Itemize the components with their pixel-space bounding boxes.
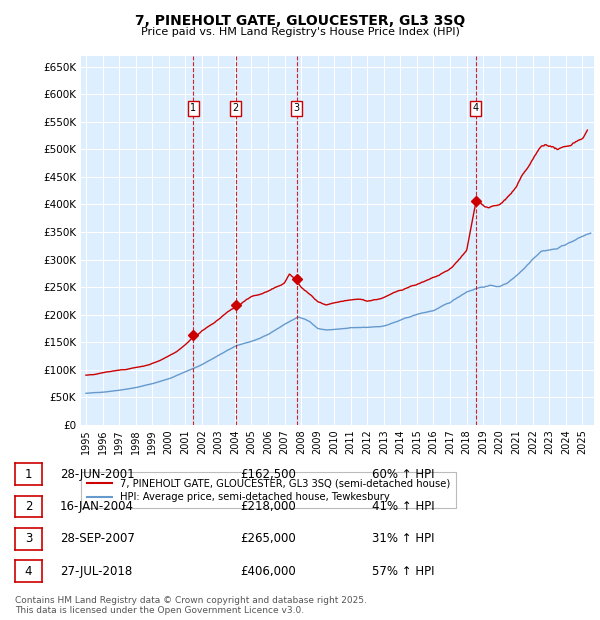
Text: 3: 3 [294,103,300,113]
Text: 60% ↑ HPI: 60% ↑ HPI [372,468,434,481]
Text: 7, PINEHOLT GATE, GLOUCESTER, GL3 3SQ: 7, PINEHOLT GATE, GLOUCESTER, GL3 3SQ [135,14,465,28]
Text: £162,500: £162,500 [240,468,296,481]
Text: 41% ↑ HPI: 41% ↑ HPI [372,500,434,513]
Text: 4: 4 [25,565,32,577]
Text: £406,000: £406,000 [240,565,296,577]
Text: 3: 3 [25,533,32,545]
Text: 2: 2 [232,103,239,113]
Text: £265,000: £265,000 [240,533,296,545]
Text: Price paid vs. HM Land Registry's House Price Index (HPI): Price paid vs. HM Land Registry's House … [140,27,460,37]
Text: 28-SEP-2007: 28-SEP-2007 [60,533,135,545]
Text: 16-JAN-2004: 16-JAN-2004 [60,500,134,513]
Text: 4: 4 [473,103,479,113]
Text: 28-JUN-2001: 28-JUN-2001 [60,468,134,481]
Legend: 7, PINEHOLT GATE, GLOUCESTER, GL3 3SQ (semi-detached house), HPI: Average price,: 7, PINEHOLT GATE, GLOUCESTER, GL3 3SQ (s… [81,472,456,508]
Text: 1: 1 [25,468,32,481]
Text: 31% ↑ HPI: 31% ↑ HPI [372,533,434,545]
Text: 2: 2 [25,500,32,513]
Text: 1: 1 [190,103,196,113]
Text: 27-JUL-2018: 27-JUL-2018 [60,565,132,577]
Text: Contains HM Land Registry data © Crown copyright and database right 2025.
This d: Contains HM Land Registry data © Crown c… [15,596,367,615]
Text: £218,000: £218,000 [240,500,296,513]
Text: 57% ↑ HPI: 57% ↑ HPI [372,565,434,577]
